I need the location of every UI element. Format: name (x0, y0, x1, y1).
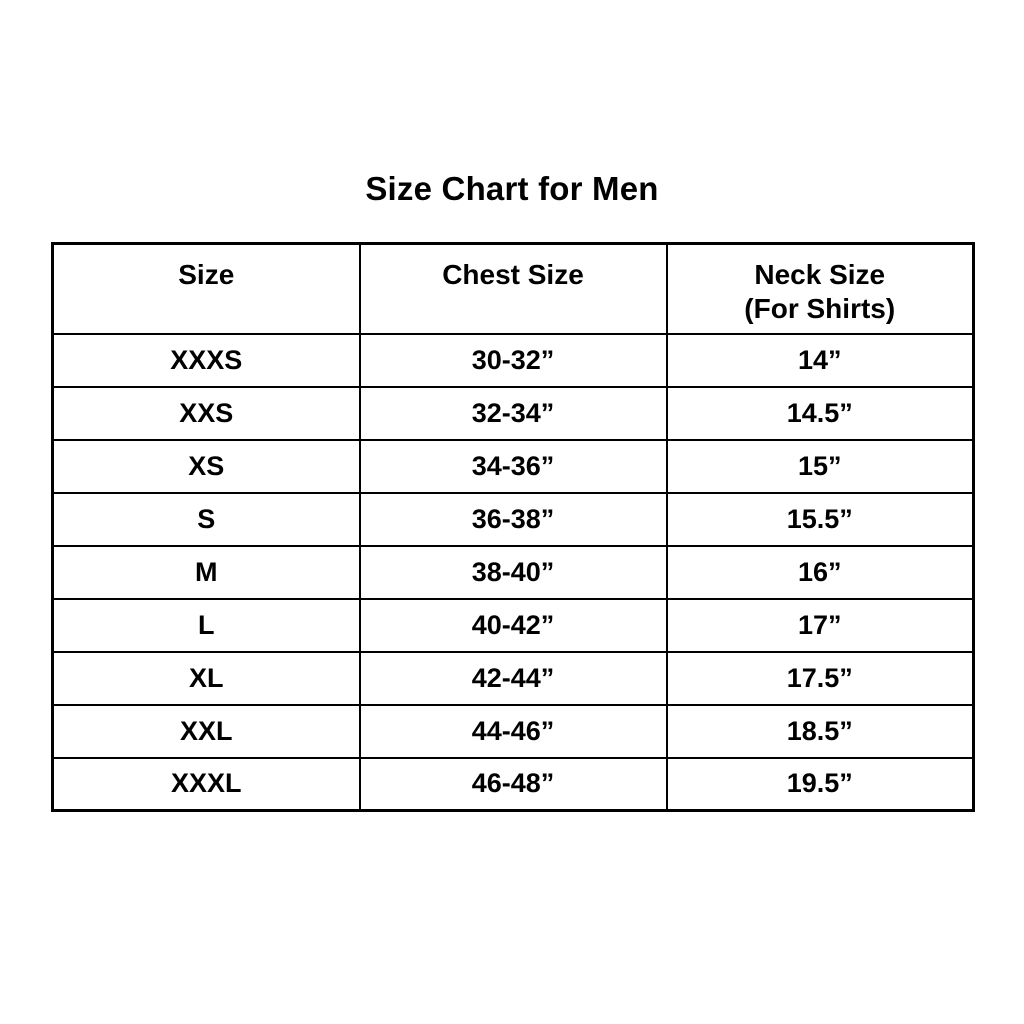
chest-size-cell: 34-36” (358, 438, 668, 494)
neck-size-cell: 14” (665, 332, 975, 388)
size-cell: L (51, 597, 361, 653)
column-header-chest-size: Chest Size (358, 242, 668, 335)
page-title: Size Chart for Men (365, 170, 659, 207)
neck-size-cell: 15” (665, 438, 975, 494)
column-header-size: Size (51, 242, 361, 335)
size-cell: XS (51, 438, 361, 494)
column-header-label: Size (178, 259, 235, 290)
table-row: M 38-40” 16” (51, 544, 975, 600)
neck-size-cell: 17” (665, 597, 975, 653)
table-header: Size Chest Size Neck Size (For Shirts) (51, 242, 975, 335)
neck-size-cell: 17.5” (665, 650, 975, 706)
chest-size-cell: 46-48” (358, 756, 668, 812)
neck-size-cell: 14.5” (665, 385, 975, 441)
table-row: L 40-42” 17” (51, 597, 975, 653)
neck-size-cell: 18.5” (665, 703, 975, 759)
chest-size-cell: 36-38” (358, 491, 668, 547)
neck-size-cell: 16” (665, 544, 975, 600)
column-header-label: Chest Size (442, 259, 584, 290)
column-header-sublabel: (For Shirts) (744, 292, 896, 324)
header-row: Size Chest Size Neck Size (For Shirts) (51, 242, 975, 335)
neck-size-cell: 19.5” (665, 756, 975, 812)
chest-size-cell: 32-34” (358, 385, 668, 441)
column-header-neck-size: Neck Size (For Shirts) (665, 242, 975, 335)
chest-size-cell: 44-46” (358, 703, 668, 759)
column-header-label: Neck Size (754, 259, 886, 290)
size-cell: M (51, 544, 361, 600)
size-cell: S (51, 491, 361, 547)
size-cell: XXL (51, 703, 361, 759)
size-cell: XXXL (51, 756, 361, 812)
table-row: XS 34-36” 15” (51, 438, 975, 494)
neck-size-cell: 15.5” (665, 491, 975, 547)
chest-size-cell: 42-44” (358, 650, 668, 706)
table-row: XXXS 30-32” 14” (51, 332, 975, 388)
size-chart-table: Size Chest Size Neck Size (For Shirts) X… (51, 242, 975, 812)
size-cell: XXS (51, 385, 361, 441)
size-cell: XL (51, 650, 361, 706)
chest-size-cell: 40-42” (358, 597, 668, 653)
table-row: XXS 32-34” 14.5” (51, 385, 975, 441)
table-row: XXL 44-46” 18.5” (51, 703, 975, 759)
table-body: XXXS 30-32” 14” XXS 32-34” 14.5” XS 34-3… (51, 332, 975, 812)
chest-size-cell: 38-40” (358, 544, 668, 600)
table-row: XXXL 46-48” 19.5” (51, 756, 975, 812)
chest-size-cell: 30-32” (358, 332, 668, 388)
size-cell: XXXS (51, 332, 361, 388)
table-row: XL 42-44” 17.5” (51, 650, 975, 706)
table-row: S 36-38” 15.5” (51, 491, 975, 547)
